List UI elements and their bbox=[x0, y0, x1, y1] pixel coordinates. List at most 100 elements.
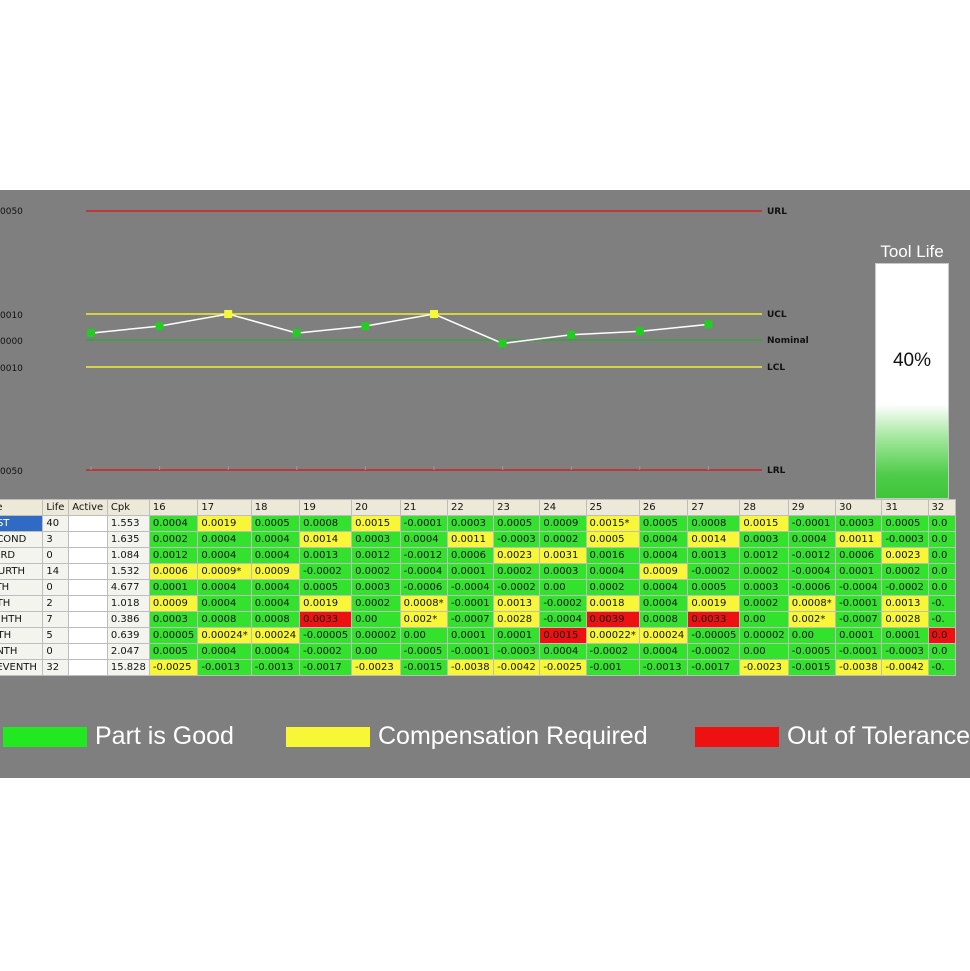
measurement-cell[interactable]: -0.0012 bbox=[399, 547, 448, 564]
measurement-cell[interactable]: -0. bbox=[927, 611, 956, 628]
measurement-cell[interactable]: -0.0003 bbox=[881, 643, 929, 660]
measurement-cell[interactable]: 0.00002 bbox=[351, 627, 401, 644]
cpk-cell[interactable]: 1.084 bbox=[106, 547, 150, 564]
measurement-cell[interactable]: 0.0 bbox=[927, 515, 956, 532]
life-cell[interactable]: 0 bbox=[42, 643, 70, 660]
column-header[interactable]: 29 bbox=[787, 499, 837, 516]
measurement-cell[interactable]: 0.0011 bbox=[835, 531, 883, 548]
measurement-cell[interactable]: -0.0001 bbox=[835, 643, 883, 660]
measurement-cell[interactable]: -0.0038 bbox=[446, 659, 495, 676]
measurement-cell[interactable]: 0.0004 bbox=[250, 643, 301, 660]
measurement-cell[interactable]: 0.00005 bbox=[148, 627, 199, 644]
measurement-cell[interactable]: -0.0006 bbox=[787, 579, 837, 596]
active-cell[interactable] bbox=[68, 579, 108, 596]
measurement-cell[interactable]: 0.0004 bbox=[197, 579, 252, 596]
measurement-cell[interactable]: 0.0033 bbox=[299, 611, 353, 628]
life-cell[interactable]: 40 bbox=[42, 515, 70, 532]
measurement-cell[interactable]: 0.0008 bbox=[687, 515, 741, 532]
column-header[interactable]: 32 bbox=[927, 499, 956, 516]
measurement-cell[interactable]: -0.0001 bbox=[446, 643, 495, 660]
measurement-cell[interactable]: 0.0004 bbox=[638, 547, 689, 564]
measurement-cell[interactable]: 0.0005 bbox=[881, 515, 929, 532]
column-header[interactable]: 28 bbox=[739, 499, 789, 516]
measurement-point[interactable] bbox=[87, 329, 95, 338]
measurement-cell[interactable]: 0.0012 bbox=[148, 547, 199, 564]
measurement-cell[interactable]: -0.0013 bbox=[197, 659, 252, 676]
measurement-cell[interactable]: 0.0002 bbox=[881, 563, 929, 580]
measurement-cell[interactable]: 0.00024 bbox=[250, 627, 301, 644]
measurement-cell[interactable]: -0.0003 bbox=[493, 531, 541, 548]
measurement-cell[interactable]: -0.0023 bbox=[739, 659, 789, 676]
measurement-cell[interactable]: 0.00024 bbox=[638, 627, 689, 644]
measurement-point[interactable] bbox=[704, 320, 713, 329]
tool-name-cell[interactable]: OURTH bbox=[0, 563, 44, 580]
measurement-cell[interactable]: 0.0006 bbox=[835, 547, 883, 564]
life-cell[interactable]: 14 bbox=[42, 563, 70, 580]
measurement-point[interactable] bbox=[155, 322, 164, 331]
column-header[interactable]: 20 bbox=[351, 499, 401, 516]
measurement-cell[interactable]: -0.001 bbox=[585, 659, 640, 676]
measurement-cell[interactable]: -0.0042 bbox=[881, 659, 929, 676]
measurement-cell[interactable]: 0.00 bbox=[399, 627, 448, 644]
table-row[interactable]: FTH04.6770.00010.00040.00040.00050.0003-… bbox=[0, 579, 956, 596]
active-cell[interactable] bbox=[68, 595, 108, 612]
measurement-cell[interactable]: -0.0001 bbox=[446, 595, 495, 612]
measurement-point[interactable] bbox=[567, 330, 576, 339]
measurement-cell[interactable]: 0.0004 bbox=[638, 643, 689, 660]
column-header[interactable]: 31 bbox=[881, 499, 929, 516]
measurement-cell[interactable]: 0.0028 bbox=[493, 611, 541, 628]
measurement-cell[interactable]: 0.0008 bbox=[250, 611, 301, 628]
measurement-cell[interactable]: 0.0003 bbox=[739, 531, 789, 548]
cpk-cell[interactable]: 4.677 bbox=[106, 579, 150, 596]
measurement-cell[interactable]: 0.0003 bbox=[539, 563, 587, 580]
measurement-cell[interactable]: 0.0 bbox=[927, 547, 956, 564]
measurement-cell[interactable]: 0.0003 bbox=[835, 515, 883, 532]
measurement-cell[interactable]: 0.0002 bbox=[585, 579, 640, 596]
measurement-cell[interactable]: 0.0004 bbox=[585, 563, 640, 580]
column-header[interactable]: ne bbox=[0, 499, 44, 516]
measurement-cell[interactable]: -0.0001 bbox=[399, 515, 448, 532]
active-cell[interactable] bbox=[68, 627, 108, 644]
measurement-cell[interactable]: 0.0003 bbox=[351, 531, 401, 548]
measurement-cell[interactable]: 0.0008* bbox=[399, 595, 448, 612]
active-cell[interactable] bbox=[68, 659, 108, 676]
measurement-cell[interactable]: -0. bbox=[927, 659, 956, 676]
measurement-cell[interactable]: -0.0042 bbox=[493, 659, 541, 676]
measurement-cell[interactable]: 0.0004 bbox=[638, 579, 689, 596]
tool-name-cell[interactable]: ENTH bbox=[0, 643, 44, 660]
measurement-cell[interactable]: 0.0001 bbox=[835, 563, 883, 580]
measurement-cell[interactable]: 0.0004 bbox=[197, 547, 252, 564]
measurement-cell[interactable]: 0.00024* bbox=[197, 627, 252, 644]
measurement-cell[interactable]: -0.0004 bbox=[399, 563, 448, 580]
column-header[interactable]: Active bbox=[68, 499, 108, 516]
measurement-cell[interactable]: -0.0001 bbox=[835, 595, 883, 612]
measurement-cell[interactable]: 0.0004 bbox=[399, 531, 448, 548]
measurement-cell[interactable]: 0.0004 bbox=[197, 643, 252, 660]
measurement-cell[interactable]: -0.0012 bbox=[787, 547, 837, 564]
column-header[interactable]: 24 bbox=[539, 499, 587, 516]
measurement-cell[interactable]: -0.0002 bbox=[299, 563, 353, 580]
measurement-cell[interactable]: -0.0003 bbox=[881, 531, 929, 548]
measurement-cell[interactable]: 0.0002 bbox=[351, 563, 401, 580]
measurement-cell[interactable]: 0.0023 bbox=[881, 547, 929, 564]
tool-name-cell[interactable]: ECOND bbox=[0, 531, 44, 548]
active-cell[interactable] bbox=[68, 515, 108, 532]
table-row[interactable]: ENTH02.0470.00050.00040.0004-0.00020.00-… bbox=[0, 643, 956, 660]
cpk-cell[interactable]: 1.635 bbox=[106, 531, 150, 548]
measurement-cell[interactable]: 0.00 bbox=[787, 627, 837, 644]
active-cell[interactable] bbox=[68, 547, 108, 564]
measurement-cell[interactable]: 0.0 bbox=[927, 563, 956, 580]
measurement-cell[interactable]: 0.0003 bbox=[446, 515, 495, 532]
table-row[interactable]: NTH50.6390.000050.00024*0.00024-0.000050… bbox=[0, 627, 956, 644]
measurement-cell[interactable]: -0.0015 bbox=[787, 659, 837, 676]
measurement-cell[interactable]: 0.0039 bbox=[585, 611, 640, 628]
measurement-cell[interactable]: -0.0004 bbox=[539, 611, 587, 628]
measurement-cell[interactable]: 0.0006 bbox=[446, 547, 495, 564]
tool-name-cell[interactable]: IGHTH bbox=[0, 611, 44, 628]
measurement-cell[interactable]: 0.0002 bbox=[351, 595, 401, 612]
measurement-cell[interactable]: 0.0008 bbox=[638, 611, 689, 628]
measurement-cell[interactable]: 0.0001 bbox=[446, 627, 495, 644]
measurement-cell[interactable]: 0.0001 bbox=[148, 579, 199, 596]
active-cell[interactable] bbox=[68, 611, 108, 628]
measurement-cell[interactable]: 0.0014 bbox=[687, 531, 741, 548]
